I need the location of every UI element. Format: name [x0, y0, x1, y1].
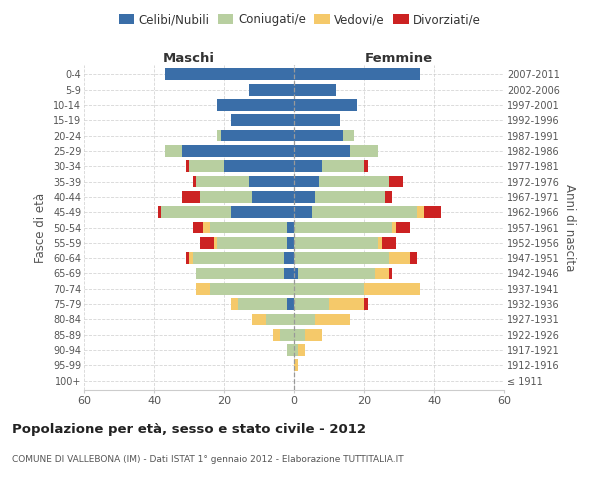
Bar	[196, 283, 210, 295]
Bar	[294, 130, 343, 141]
Bar	[189, 160, 224, 172]
Bar	[389, 176, 403, 188]
Bar	[185, 160, 189, 172]
Bar	[287, 222, 294, 234]
Bar	[294, 344, 298, 356]
Bar	[231, 114, 294, 126]
Y-axis label: Fasce di età: Fasce di età	[34, 192, 47, 262]
Bar	[294, 176, 319, 188]
Bar	[392, 222, 395, 234]
Bar	[294, 99, 357, 111]
Bar	[231, 206, 294, 218]
Bar	[322, 160, 364, 172]
Y-axis label: Anni di nascita: Anni di nascita	[563, 184, 577, 271]
Bar	[374, 268, 389, 280]
Text: Popolazione per età, sesso e stato civile - 2012: Popolazione per età, sesso e stato civil…	[12, 422, 366, 436]
Bar	[294, 145, 350, 157]
Bar	[294, 252, 389, 264]
Bar	[224, 160, 294, 172]
Bar	[343, 130, 353, 141]
Bar	[294, 268, 298, 280]
Bar	[164, 68, 294, 80]
Bar	[221, 130, 294, 141]
Bar	[203, 222, 210, 234]
Bar	[214, 237, 217, 249]
Bar	[378, 237, 382, 249]
Bar	[196, 176, 248, 188]
Bar	[287, 237, 294, 249]
Bar	[266, 314, 294, 326]
Bar	[364, 298, 367, 310]
Bar	[217, 237, 287, 249]
Bar	[252, 314, 266, 326]
Bar	[389, 268, 392, 280]
Bar	[294, 114, 340, 126]
Bar	[389, 252, 409, 264]
Bar	[294, 68, 420, 80]
Bar	[210, 222, 287, 234]
Bar	[164, 145, 182, 157]
Bar	[196, 268, 284, 280]
Bar	[409, 252, 416, 264]
Bar	[157, 206, 161, 218]
Bar	[182, 145, 294, 157]
Bar	[161, 206, 231, 218]
Bar	[385, 191, 392, 203]
Bar	[193, 176, 196, 188]
Legend: Celibi/Nubili, Coniugati/e, Vedovi/e, Divorziati/e: Celibi/Nubili, Coniugati/e, Vedovi/e, Di…	[114, 8, 486, 31]
Bar	[294, 283, 364, 295]
Bar	[210, 283, 294, 295]
Bar	[231, 298, 238, 310]
Bar	[305, 329, 322, 341]
Bar	[238, 298, 287, 310]
Bar	[424, 206, 441, 218]
Bar	[294, 160, 322, 172]
Text: COMUNE DI VALLEBONA (IM) - Dati ISTAT 1° gennaio 2012 - Elaborazione TUTTITALIA.: COMUNE DI VALLEBONA (IM) - Dati ISTAT 1°…	[12, 455, 404, 464]
Bar	[315, 191, 385, 203]
Bar	[189, 252, 193, 264]
Bar	[199, 191, 252, 203]
Bar	[273, 329, 280, 341]
Bar	[199, 237, 214, 249]
Bar	[248, 176, 294, 188]
Bar	[350, 145, 378, 157]
Bar	[382, 237, 395, 249]
Bar	[294, 191, 315, 203]
Bar	[294, 314, 315, 326]
Bar	[329, 298, 364, 310]
Bar	[294, 360, 298, 372]
Bar	[193, 252, 284, 264]
Bar	[298, 344, 305, 356]
Bar	[298, 268, 374, 280]
Bar	[217, 99, 294, 111]
Bar	[287, 344, 294, 356]
Bar	[294, 222, 392, 234]
Bar	[294, 206, 311, 218]
Bar	[294, 237, 378, 249]
Bar	[315, 314, 350, 326]
Bar	[185, 252, 189, 264]
Bar	[319, 176, 389, 188]
Bar	[193, 222, 203, 234]
Bar	[287, 298, 294, 310]
Bar	[280, 329, 294, 341]
Bar	[311, 206, 416, 218]
Bar	[364, 283, 420, 295]
Bar	[284, 268, 294, 280]
Bar	[416, 206, 424, 218]
Bar	[395, 222, 409, 234]
Text: Maschi: Maschi	[163, 52, 215, 65]
Text: Femmine: Femmine	[365, 52, 433, 65]
Bar	[252, 191, 294, 203]
Bar	[294, 298, 329, 310]
Bar	[284, 252, 294, 264]
Bar	[294, 329, 305, 341]
Bar	[364, 160, 367, 172]
Bar	[248, 84, 294, 96]
Bar	[294, 84, 336, 96]
Bar	[217, 130, 221, 141]
Bar	[182, 191, 199, 203]
